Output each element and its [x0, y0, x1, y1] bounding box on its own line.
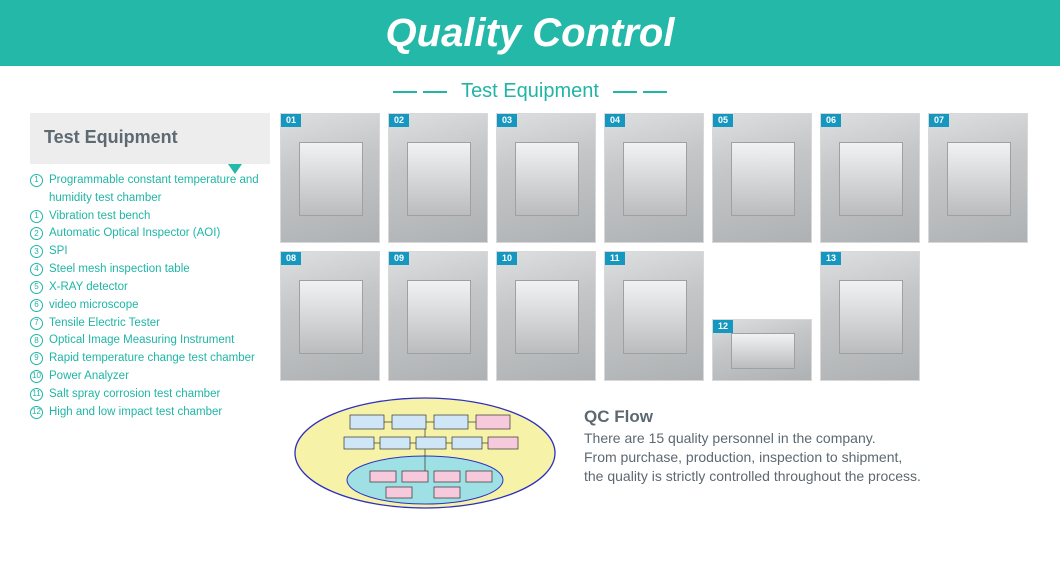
item-number-icon: 6 — [30, 299, 43, 312]
photo-number-badge: 13 — [821, 252, 841, 265]
equipment-photo: 06 — [820, 113, 920, 243]
equipment-photo: 11 — [604, 251, 704, 381]
item-label: Rapid temperature change test chamber — [49, 350, 255, 368]
section-title: Test Equipment — [461, 80, 599, 103]
equipment-item: 3 SPI — [30, 243, 270, 261]
header-bar: Quality Control — [0, 0, 1060, 66]
right-column: 01 02 03 04 05 06 07 08 09 10 11 12 13 — [280, 113, 1040, 515]
photo-number-badge: 10 — [497, 252, 517, 265]
item-label: Salt spray corrosion test chamber — [49, 386, 220, 404]
photo-stack: 12 — [712, 251, 812, 381]
triangle-pointer-icon — [228, 164, 242, 174]
equipment-item: 4 Steel mesh inspection table — [30, 261, 270, 279]
dash-right — [613, 91, 667, 93]
item-label: Tensile Electric Tester — [49, 315, 160, 333]
equipment-item: 5 X-RAY detector — [30, 279, 270, 297]
equipment-item: 1 Vibration test bench — [30, 208, 270, 226]
photo-number-badge: 12 — [713, 320, 733, 333]
photo-row-2: 08 09 10 11 12 13 — [280, 251, 1040, 381]
equipment-item: 7 Tensile Electric Tester — [30, 315, 270, 333]
item-number-icon: 1 — [30, 210, 43, 223]
equipment-item: 2 Automatic Optical Inspector (AOI) — [30, 225, 270, 243]
photo-number-badge: 06 — [821, 114, 841, 127]
equipment-item: 11 Salt spray corrosion test chamber — [30, 386, 270, 404]
equipment-item: 1 Programmable constant temperature and h… — [30, 172, 270, 208]
item-label: Power Analyzer — [49, 368, 129, 386]
photo-number-badge: 05 — [713, 114, 733, 127]
item-number-icon: 7 — [30, 317, 43, 330]
photo-number-badge: 07 — [929, 114, 949, 127]
page-title: Quality Control — [386, 11, 675, 56]
item-label: Vibration test bench — [49, 208, 150, 226]
qc-text: QC Flow There are 15 quality personnel i… — [584, 385, 1040, 486]
item-label: Automatic Optical Inspector (AOI) — [49, 225, 220, 243]
item-label: Programmable constant temperature and hu… — [49, 172, 270, 208]
equipment-photo: 08 — [280, 251, 380, 381]
equipment-photo: 01 — [280, 113, 380, 243]
item-number-icon: 12 — [30, 406, 43, 419]
qc-line-2: From purchase, production, inspection to… — [584, 449, 902, 465]
photo-row-1: 01 02 03 04 05 06 07 — [280, 113, 1040, 243]
qc-heading: QC Flow — [584, 407, 1040, 427]
equipment-item: 12 High and low impact test chamber — [30, 404, 270, 422]
equipment-item: 8 Optical Image Measuring Instrument — [30, 332, 270, 350]
equipment-list: 1 Programmable constant temperature and h… — [30, 172, 270, 421]
item-number-icon: 2 — [30, 227, 43, 240]
qc-body: There are 15 quality personnel in the co… — [584, 429, 1040, 486]
equipment-photo: 07 — [928, 113, 1028, 243]
item-number-icon: 4 — [30, 263, 43, 276]
equipment-item: 9 Rapid temperature change test chamber — [30, 350, 270, 368]
item-number-icon: 10 — [30, 370, 43, 383]
sidebar-heading: Test Equipment — [44, 127, 256, 148]
item-number-icon: 1 — [30, 174, 43, 187]
dash-left — [393, 91, 447, 93]
item-number-icon: 8 — [30, 334, 43, 347]
photo-number-badge: 09 — [389, 252, 409, 265]
item-number-icon: 5 — [30, 281, 43, 294]
item-label: Steel mesh inspection table — [49, 261, 190, 279]
equipment-photo: 02 — [388, 113, 488, 243]
equipment-item: 6 video microscope — [30, 297, 270, 315]
equipment-photo: 05 — [712, 113, 812, 243]
qc-line-1: There are 15 quality personnel in the co… — [584, 430, 876, 446]
equipment-photo: 13 — [820, 251, 920, 381]
photo-number-badge: 03 — [497, 114, 517, 127]
spacer — [712, 251, 812, 313]
content: Test Equipment 1 Programmable constant te… — [0, 113, 1060, 515]
qc-line-3: the quality is strictly controlled throu… — [584, 468, 921, 484]
equipment-photo: 04 — [604, 113, 704, 243]
equipment-photo: 12 — [712, 319, 812, 381]
item-label: X-RAY detector — [49, 279, 128, 297]
equipment-item: 10 Power Analyzer — [30, 368, 270, 386]
section-title-row: Test Equipment — [0, 80, 1060, 103]
sidebar-heading-block: Test Equipment — [30, 113, 270, 164]
item-label: Optical Image Measuring Instrument — [49, 332, 234, 350]
photo-number-badge: 04 — [605, 114, 625, 127]
item-number-icon: 9 — [30, 352, 43, 365]
equipment-photo: 03 — [496, 113, 596, 243]
item-label: video microscope — [49, 297, 138, 315]
photo-number-badge: 08 — [281, 252, 301, 265]
photo-number-badge: 01 — [281, 114, 301, 127]
qc-flow-diagram — [280, 385, 570, 515]
photo-number-badge: 02 — [389, 114, 409, 127]
sidebar: Test Equipment 1 Programmable constant te… — [30, 113, 270, 515]
item-label: High and low impact test chamber — [49, 404, 222, 422]
equipment-photo: 10 — [496, 251, 596, 381]
photo-number-badge: 11 — [605, 252, 625, 265]
bottom-row: QC Flow There are 15 quality personnel i… — [280, 385, 1040, 515]
photo-grid: 01 02 03 04 05 06 07 08 09 10 11 12 13 — [280, 113, 1040, 381]
item-label: SPI — [49, 243, 68, 261]
equipment-photo: 09 — [388, 251, 488, 381]
item-number-icon: 11 — [30, 388, 43, 401]
item-number-icon: 3 — [30, 245, 43, 258]
